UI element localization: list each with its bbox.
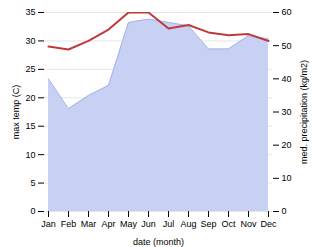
svg-text:30: 30 (25, 36, 35, 46)
svg-text:Jul: Jul (163, 219, 175, 229)
svg-text:60: 60 (282, 7, 292, 17)
svg-text:30: 30 (282, 107, 292, 117)
svg-text:20: 20 (282, 140, 292, 150)
svg-text:20: 20 (25, 93, 35, 103)
svg-text:May: May (120, 219, 138, 229)
svg-text:35: 35 (25, 7, 35, 17)
svg-text:Aug: Aug (180, 219, 196, 229)
svg-text:5: 5 (30, 178, 35, 188)
svg-text:Nov: Nov (240, 219, 257, 229)
svg-text:Feb: Feb (61, 219, 77, 229)
svg-text:10: 10 (25, 150, 35, 160)
svg-text:40: 40 (282, 74, 292, 84)
svg-text:0: 0 (30, 206, 35, 216)
svg-text:date (month): date (month) (133, 237, 184, 247)
svg-text:Apr: Apr (101, 219, 115, 229)
svg-text:Jun: Jun (141, 219, 156, 229)
svg-text:max temp (C): max temp (C) (11, 85, 21, 140)
svg-text:Mar: Mar (81, 219, 97, 229)
svg-text:Oct: Oct (221, 219, 236, 229)
svg-text:50: 50 (282, 41, 292, 51)
svg-text:Sep: Sep (200, 219, 216, 229)
svg-text:med. precipitation (kg/m2): med. precipitation (kg/m2) (299, 60, 309, 164)
svg-text:25: 25 (25, 64, 35, 74)
svg-text:15: 15 (25, 121, 35, 131)
svg-text:0: 0 (282, 206, 287, 216)
svg-text:10: 10 (282, 173, 292, 183)
svg-text:Dec: Dec (260, 219, 277, 229)
svg-text:Jan: Jan (41, 219, 56, 229)
